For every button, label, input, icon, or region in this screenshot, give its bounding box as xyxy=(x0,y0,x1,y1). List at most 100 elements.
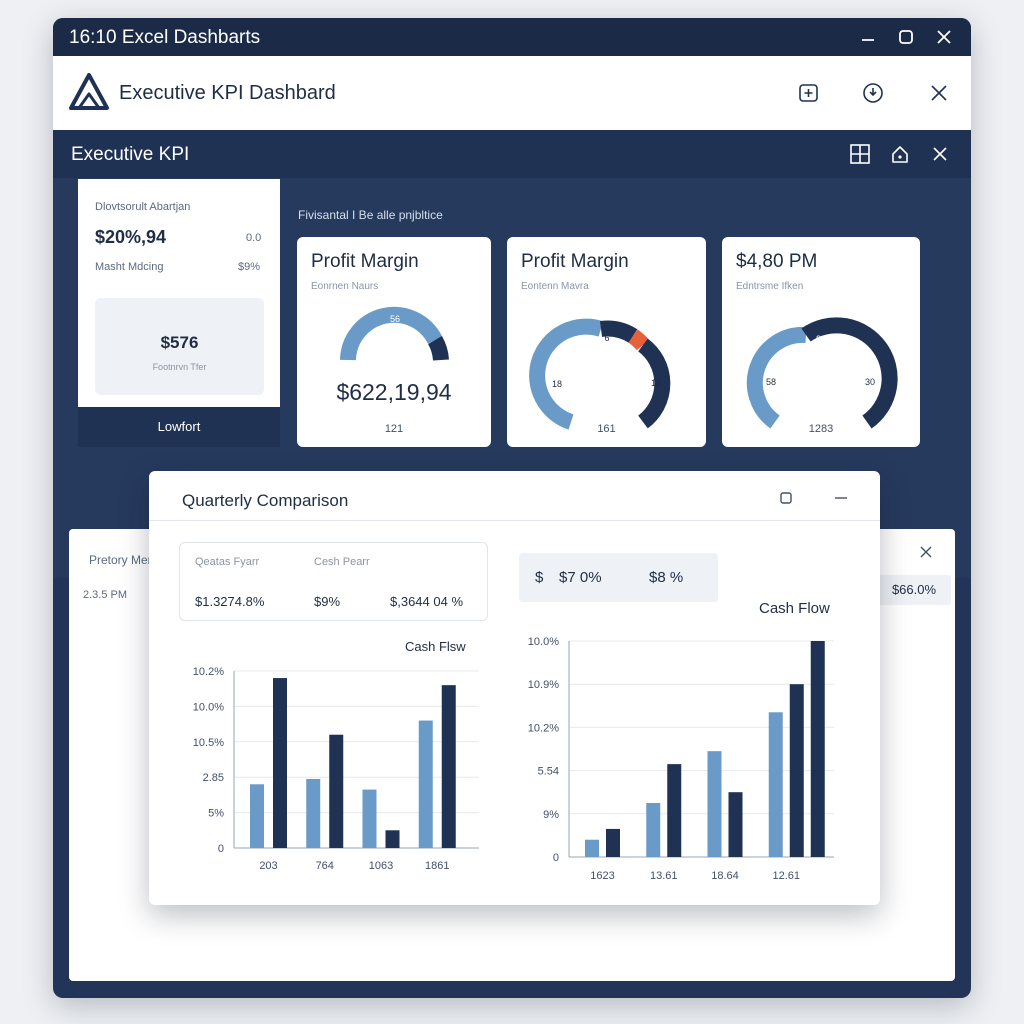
gauge-top-label: 56 xyxy=(390,314,400,324)
add-sheet-icon[interactable] xyxy=(797,81,821,105)
gauge-subtitle: Edntrsme Ifken xyxy=(736,281,804,292)
gauge-left-label: 18 xyxy=(552,379,562,389)
stat-value: $,3644 04 % xyxy=(390,594,464,609)
bar xyxy=(250,784,264,848)
bar xyxy=(329,734,344,848)
app-window: 16:10 Excel Dashbarts Executive KPI Dash… xyxy=(53,18,971,998)
summary-label-secondary: Masht Mdcing xyxy=(95,261,164,273)
gauge-footer: 1283 xyxy=(808,423,834,435)
y-tick-label: 5% xyxy=(208,808,224,820)
y-tick-label: 10.0% xyxy=(528,636,559,648)
kpi-section-label: Fivisantal I Be alle pnjbltice xyxy=(298,208,443,222)
pill-value: $7 0% xyxy=(559,569,602,586)
dialog-title: Quarterly Comparison xyxy=(182,491,349,510)
quarterly-comparison-dialog: Quarterly Comparison Qeatas Fyarr Cesh P… xyxy=(149,471,880,905)
header-close-icon[interactable] xyxy=(927,81,951,105)
summary-aside-secondary: $9% xyxy=(238,261,261,273)
kpi-section-bar: Executive KPI xyxy=(53,130,971,178)
chart-title: Cash Flsw xyxy=(405,639,466,654)
y-tick-label: 9% xyxy=(543,809,559,821)
download-icon[interactable] xyxy=(861,81,885,105)
gauge-1: 56 xyxy=(340,306,449,361)
app-logo-icon xyxy=(69,73,109,110)
grid-icon[interactable] xyxy=(849,143,871,165)
bar xyxy=(585,839,599,857)
x-tick-label: 203 xyxy=(259,860,277,872)
maximize-icon[interactable] xyxy=(895,26,917,48)
panel-close-icon[interactable] xyxy=(917,543,935,561)
gauge-subtitle: Eonrnen Naurs xyxy=(311,281,379,292)
x-tick-label: 1063 xyxy=(369,860,393,872)
gauge-card-1: Profit Margin Eonrnen Naurs 56 $622,19,9… xyxy=(297,237,491,447)
gauge-footer: 121 xyxy=(384,423,404,435)
cash-flow-chart-right: 0 9% 5.54 10.2% 10.9% 10.0% 1623 13.61 18.64 12.6… xyxy=(528,636,834,881)
window-titlebar: 16:10 Excel Dashbarts xyxy=(53,18,971,56)
stat-label: Qeatas Fyarr xyxy=(195,556,260,568)
bar xyxy=(707,751,722,857)
chart-title: Cash Flow xyxy=(759,600,830,617)
kpi-section-title: Executive KPI xyxy=(71,144,190,165)
bar xyxy=(418,720,433,848)
gauge-footer: 161 xyxy=(597,423,616,435)
app-header: Executive KPI Dashbard xyxy=(53,56,971,130)
panel-value: 2.3.5 PM xyxy=(83,589,128,601)
y-tick-label: 10.0% xyxy=(193,701,224,713)
summary-footer-button[interactable]: Lowfort xyxy=(78,407,280,447)
gauge-subtitle: Eontenn Mavra xyxy=(521,281,589,292)
gauge-card-3: $4,80 PM Edntrsme Ifken 80 58 30 1283 xyxy=(722,237,920,447)
gauge-left-label: 58 xyxy=(766,377,776,387)
bar xyxy=(306,778,321,848)
window-title: 16:10 Excel Dashbarts xyxy=(69,27,261,48)
y-tick-label: 10.2% xyxy=(193,666,224,678)
gauge-top-label: 80 xyxy=(816,334,826,344)
summary-value: $20%,94 xyxy=(95,227,167,247)
y-tick-label: 2.85 xyxy=(203,772,224,784)
stat-value: $9% xyxy=(314,594,341,609)
bar xyxy=(441,685,456,848)
gauge-title: Profit Margin xyxy=(311,251,419,272)
dialog-divider xyxy=(149,520,880,521)
bar xyxy=(667,764,682,857)
panel-label: Pretory Mer xyxy=(89,553,152,567)
kpi-close-icon[interactable] xyxy=(929,143,951,165)
gauge-title: Profit Margin xyxy=(521,251,629,272)
stat-label: Cesh Pearr xyxy=(314,556,370,568)
summary-pill: $ $7 0% $8 % xyxy=(519,553,718,602)
bar xyxy=(606,828,620,857)
bar xyxy=(768,712,783,857)
restore-icon[interactable] xyxy=(777,489,795,507)
gauge-top-label: 6 xyxy=(604,333,609,343)
stats-box: Qeatas Fyarr Cesh Pearr $1.3274.8% $9% $… xyxy=(179,542,488,621)
gauge-card-2: Profit Margin Eontenn Mavra 6 18 18 161 xyxy=(507,237,706,447)
y-tick-label: 5.54 xyxy=(538,766,559,778)
x-tick-label: 13.61 xyxy=(650,870,678,881)
app-title: Executive KPI Dashbard xyxy=(119,82,336,104)
y-tick-label: 10.2% xyxy=(528,722,559,734)
bar xyxy=(728,792,743,857)
minimize-dialog-icon[interactable] xyxy=(832,489,850,507)
x-tick-label: 764 xyxy=(316,860,334,872)
y-tick-label: 10.9% xyxy=(528,679,559,691)
summary-inner-label: Footnrvn Tfer xyxy=(152,362,207,372)
y-tick-label: 0 xyxy=(553,852,559,864)
gauge-right-label: 18 xyxy=(651,378,661,388)
lock-icon[interactable] xyxy=(889,143,911,165)
y-tick-label: 10.5% xyxy=(193,737,224,749)
cash-flow-chart-left: 0 5% 2.85 10.5% 10.0% 10.2% 203 764 1063 1861 xyxy=(193,666,479,872)
pill-symbol: $ xyxy=(535,569,544,586)
x-tick-label: 18.64 xyxy=(711,870,739,881)
panel-badge: $66.0% xyxy=(877,575,951,605)
bar xyxy=(810,641,825,857)
minimize-icon[interactable] xyxy=(857,26,879,48)
stat-value: $1.3274.8% xyxy=(195,594,265,609)
x-tick-label: 1861 xyxy=(425,860,449,872)
pill-value: $8 % xyxy=(649,569,684,586)
gauge-2: 6 18 18 xyxy=(529,318,671,430)
summary-card: Dlovtsorult Abartjan $20%,94 0.0 Masht M… xyxy=(78,179,280,407)
y-tick-label: 0 xyxy=(218,843,224,855)
bar xyxy=(385,830,400,848)
summary-aside: 0.0 xyxy=(246,232,262,244)
summary-label: Dlovtsorult Abartjan xyxy=(95,201,191,213)
close-icon[interactable] xyxy=(933,26,955,48)
bar xyxy=(789,684,804,857)
